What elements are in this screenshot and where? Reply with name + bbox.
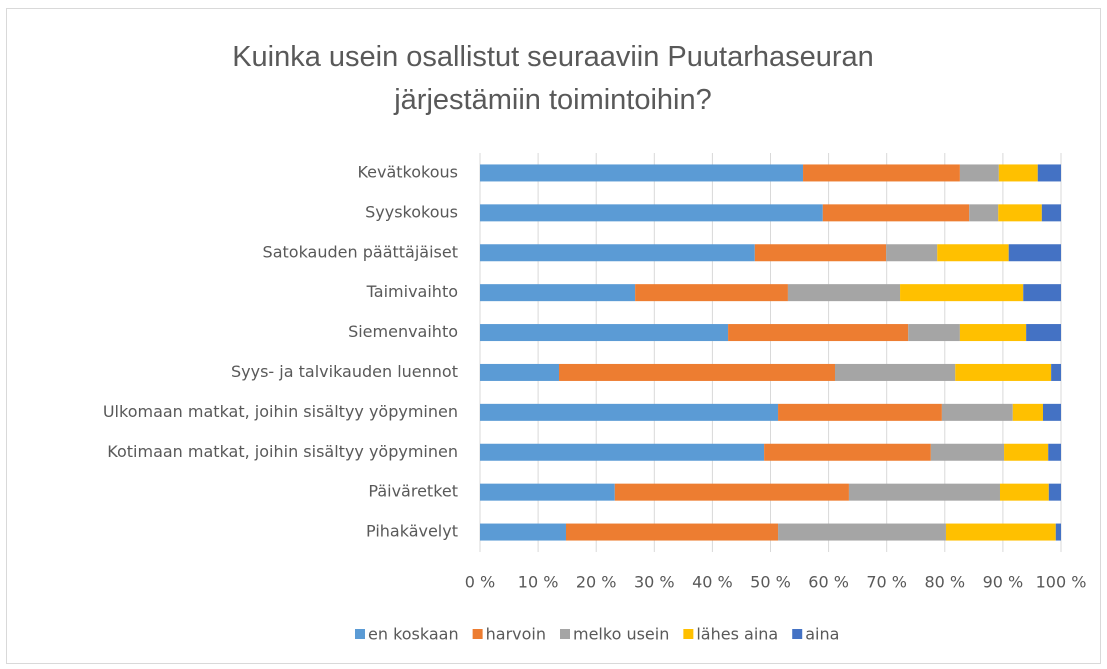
bar-segment	[480, 204, 823, 222]
legend-swatch	[683, 629, 694, 639]
bar-segment	[959, 324, 1027, 342]
bar-segment	[1055, 523, 1061, 541]
bar-segment	[900, 284, 1024, 302]
x-tick-label: 80 %	[924, 573, 965, 592]
bar-segment	[1042, 403, 1061, 421]
bar-segment	[1048, 443, 1061, 461]
x-tick-label: 70 %	[866, 573, 907, 592]
bar-segment	[937, 244, 1009, 262]
y-tick-label: Ulkomaan matkat, joihin sisältyy yöpymin…	[103, 402, 458, 421]
bar-segment	[480, 523, 566, 541]
y-tick-label: Kevätkokous	[357, 162, 458, 181]
x-tick-label: 30 %	[634, 573, 675, 592]
bar-segment	[908, 324, 960, 342]
bar-segment	[959, 164, 999, 182]
bar-segment	[480, 324, 729, 342]
y-tick-label: Pihakävelyt	[366, 522, 458, 541]
y-tick-label: Taimivaihto	[366, 282, 458, 301]
bar-segment	[1051, 363, 1061, 381]
bar-segment	[1004, 443, 1049, 461]
legend-label: aina	[805, 625, 839, 644]
x-tick-label: 50 %	[750, 573, 791, 592]
legend-swatch	[792, 629, 803, 639]
bar-segment	[787, 284, 901, 302]
bar-segment	[945, 523, 1056, 541]
bar-segment	[480, 443, 765, 461]
bar-segment	[778, 403, 942, 421]
x-tick-label: 0 %	[465, 573, 495, 592]
legend-label: en koskaan	[368, 625, 459, 644]
y-tick-label: Siemenvaihto	[348, 322, 458, 341]
bar-segment	[955, 363, 1052, 381]
legend-swatch	[560, 629, 570, 639]
bar-segment	[999, 483, 1049, 501]
bar-segment	[1012, 403, 1043, 421]
legend-swatch	[355, 629, 365, 639]
bar-segment	[1023, 284, 1061, 302]
legend-label: melko usein	[573, 625, 669, 644]
x-tick-label: 90 %	[983, 573, 1024, 592]
bar-segment	[941, 403, 1013, 421]
bar-segment	[480, 164, 804, 182]
x-tick-label: 40 %	[692, 573, 733, 592]
x-tick-label: 20 %	[576, 573, 617, 592]
bar-segment	[480, 284, 636, 302]
bar-segment	[614, 483, 849, 501]
bar-segment	[1008, 244, 1061, 262]
bar-segment	[635, 284, 788, 302]
bar-segment	[778, 523, 946, 541]
bar-segment	[834, 363, 956, 381]
chart-border	[6, 8, 1101, 664]
bar-segment	[886, 244, 938, 262]
y-tick-label: Syys- ja talvikauden luennot	[231, 362, 458, 381]
bar-segment	[480, 403, 779, 421]
bar-segment	[565, 523, 779, 541]
bar-segment	[480, 483, 615, 501]
chart-title: Kuinka usein osallistut seuraaviin Puuta…	[232, 41, 874, 116]
bar-segment	[930, 443, 1005, 461]
bar-segment	[1041, 204, 1061, 222]
bar-segment	[803, 164, 960, 182]
bar-segment	[1026, 324, 1061, 342]
bar-segment	[848, 483, 1000, 501]
bar-segment	[998, 204, 1042, 222]
x-tick-label: 60 %	[808, 573, 849, 592]
bar-segment	[480, 363, 560, 381]
bar-segment	[998, 164, 1038, 182]
y-tick-label: Kotimaan matkat, joihin sisältyy yöpymin…	[107, 442, 458, 461]
legend-label: harvoin	[486, 625, 546, 644]
x-tick-label: 10 %	[518, 573, 559, 592]
x-tick-label: 100 %	[1036, 573, 1087, 592]
bar-segment	[559, 363, 835, 381]
bar-segment	[969, 204, 999, 222]
legend-swatch	[472, 629, 483, 639]
bar-segment	[764, 443, 931, 461]
y-tick-label: Satokauden päättäjäiset	[263, 242, 458, 261]
legend-label: lähes aina	[696, 625, 778, 644]
bar-segment	[754, 244, 887, 262]
bar-segment	[1037, 164, 1061, 182]
bar-segment	[1048, 483, 1061, 501]
bar-segment	[480, 244, 755, 262]
bar-segment	[728, 324, 909, 342]
bar-segment	[822, 204, 970, 222]
y-tick-label: Päiväretket	[368, 482, 458, 501]
y-tick-label: Syyskokous	[365, 202, 458, 221]
